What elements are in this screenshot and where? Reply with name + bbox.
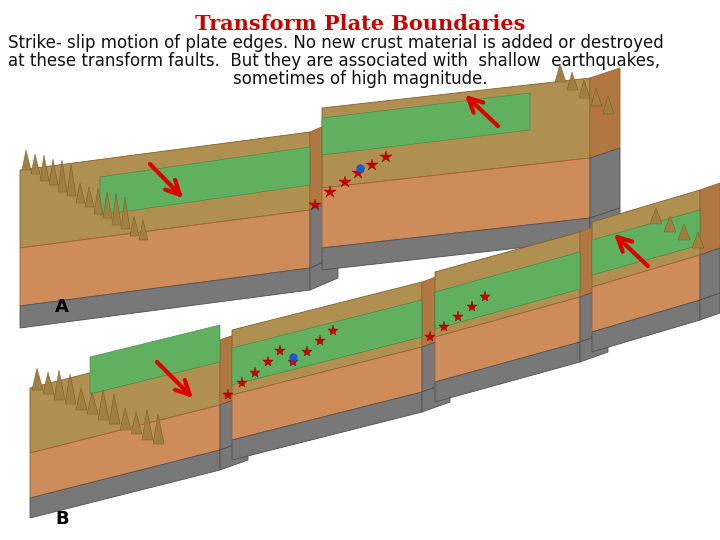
Polygon shape <box>580 287 608 342</box>
Polygon shape <box>65 374 76 404</box>
Polygon shape <box>20 210 310 306</box>
Polygon shape <box>31 154 40 174</box>
Polygon shape <box>592 300 700 352</box>
Polygon shape <box>700 183 720 255</box>
Polygon shape <box>555 64 566 82</box>
Polygon shape <box>58 160 67 192</box>
Polygon shape <box>220 440 248 470</box>
Polygon shape <box>20 132 310 248</box>
Polygon shape <box>76 183 85 203</box>
Polygon shape <box>142 410 153 440</box>
Polygon shape <box>131 412 142 434</box>
Polygon shape <box>567 72 578 90</box>
Polygon shape <box>322 78 590 188</box>
Polygon shape <box>579 80 590 98</box>
Polygon shape <box>422 272 450 347</box>
Polygon shape <box>67 164 76 196</box>
Polygon shape <box>130 216 139 236</box>
Polygon shape <box>43 372 54 394</box>
Polygon shape <box>322 93 530 155</box>
Text: Transform Plate Boundaries: Transform Plate Boundaries <box>195 14 525 34</box>
Polygon shape <box>112 193 121 225</box>
Polygon shape <box>310 256 338 290</box>
Polygon shape <box>20 268 310 328</box>
Polygon shape <box>592 255 700 332</box>
Polygon shape <box>664 216 676 232</box>
Polygon shape <box>153 414 164 444</box>
Polygon shape <box>232 300 422 385</box>
Polygon shape <box>592 210 700 275</box>
Polygon shape <box>603 96 614 114</box>
Text: B: B <box>55 510 68 528</box>
Polygon shape <box>322 218 590 270</box>
Polygon shape <box>422 382 450 412</box>
Polygon shape <box>650 208 662 224</box>
Polygon shape <box>32 368 43 390</box>
Polygon shape <box>40 155 49 181</box>
Polygon shape <box>85 187 94 207</box>
Polygon shape <box>700 248 720 300</box>
Polygon shape <box>590 148 620 218</box>
Polygon shape <box>232 282 422 395</box>
Polygon shape <box>100 147 310 215</box>
Polygon shape <box>30 340 220 453</box>
Polygon shape <box>22 150 31 170</box>
Polygon shape <box>590 68 620 158</box>
Polygon shape <box>700 293 720 320</box>
Polygon shape <box>220 395 248 450</box>
Polygon shape <box>30 450 220 518</box>
Polygon shape <box>49 159 58 185</box>
Polygon shape <box>435 342 580 402</box>
Polygon shape <box>121 197 130 229</box>
Polygon shape <box>139 220 148 240</box>
Polygon shape <box>591 88 602 106</box>
Polygon shape <box>30 405 220 498</box>
Text: sometimes of high magnitude.: sometimes of high magnitude. <box>233 70 487 88</box>
Polygon shape <box>220 330 248 405</box>
Text: at these transform faults.  But they are associated with  shallow  earthquakes,: at these transform faults. But they are … <box>8 52 660 70</box>
Polygon shape <box>678 224 690 240</box>
Polygon shape <box>435 297 580 382</box>
Polygon shape <box>109 394 120 424</box>
Polygon shape <box>120 408 131 430</box>
Polygon shape <box>87 392 98 414</box>
Polygon shape <box>76 388 87 410</box>
Polygon shape <box>90 325 220 394</box>
Polygon shape <box>435 232 580 337</box>
Polygon shape <box>580 332 608 362</box>
Polygon shape <box>103 192 112 218</box>
Polygon shape <box>590 208 620 240</box>
Polygon shape <box>435 252 580 329</box>
Polygon shape <box>592 190 700 287</box>
Polygon shape <box>54 370 65 400</box>
Polygon shape <box>422 337 450 392</box>
Polygon shape <box>322 158 590 248</box>
Polygon shape <box>310 120 338 210</box>
Text: Strike- slip motion of plate edges. No new crust material is added or destroyed: Strike- slip motion of plate edges. No n… <box>8 34 664 52</box>
Polygon shape <box>232 392 422 460</box>
Text: A: A <box>55 298 69 316</box>
Polygon shape <box>310 198 338 268</box>
Polygon shape <box>98 390 109 420</box>
Polygon shape <box>692 232 704 248</box>
Polygon shape <box>94 188 103 214</box>
Polygon shape <box>580 222 608 297</box>
Polygon shape <box>232 347 422 440</box>
